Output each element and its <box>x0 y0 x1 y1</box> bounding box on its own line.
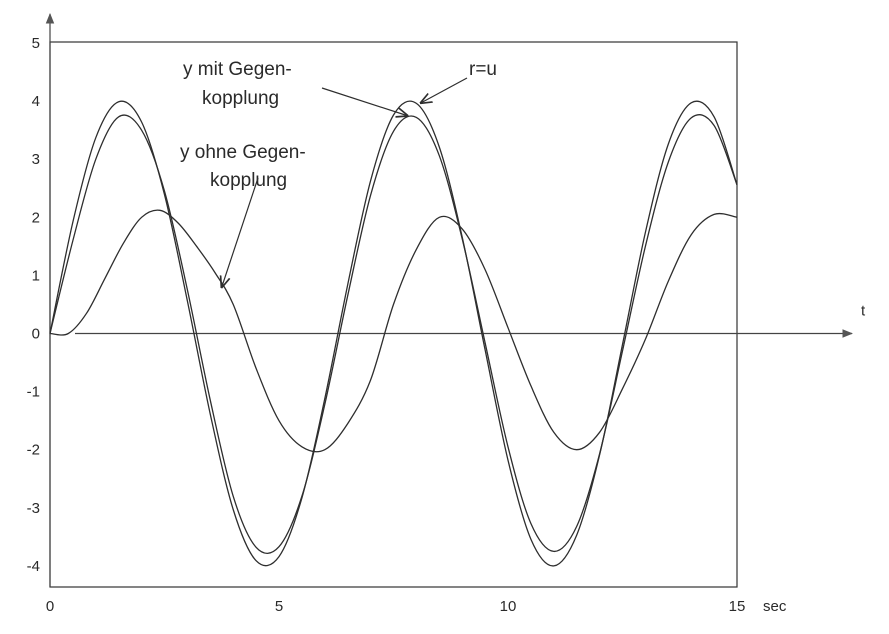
annotation-arrow <box>421 77 468 103</box>
y-tick-label: 2 <box>32 209 40 226</box>
axes-group <box>45 12 854 587</box>
y-tick-label: 1 <box>32 267 40 284</box>
annotation-y-ohne-gegenkopplung: y ohne Gegen-kopplung <box>180 142 306 287</box>
x-unit-label: sec <box>763 598 787 615</box>
y-tick-label: 3 <box>32 151 40 168</box>
series-group <box>49 100 738 567</box>
y-tick-label: 5 <box>32 35 40 52</box>
plot-frame <box>49 41 738 588</box>
annotation-arrow <box>321 87 407 116</box>
x-tick-label: 10 <box>500 598 517 615</box>
annotation-arrow <box>222 177 259 287</box>
y-tick-label: -3 <box>27 500 40 517</box>
y-tick-label: -4 <box>27 558 40 575</box>
series-line-y-mit-gegenkopplung <box>49 114 738 554</box>
annotation-y-mit-gegenkopplung: y mit Gegen-kopplung <box>183 59 407 116</box>
annotation-text: y mit Gegen- <box>183 59 292 80</box>
annotation-r-u: r=u <box>421 59 497 103</box>
series-line-y-ohne-gegenkopplung <box>49 209 738 453</box>
y-tick-label: 4 <box>32 93 40 110</box>
y-tick-label: -1 <box>27 384 40 401</box>
x-tick-label: 15 <box>729 598 746 615</box>
y-tick-label: -2 <box>27 442 40 459</box>
x-tick-label: 0 <box>46 598 54 615</box>
annotation-text: r=u <box>469 59 497 80</box>
y-tick-label: 0 <box>32 326 40 343</box>
annotation-text: y ohne Gegen- <box>180 142 306 163</box>
plot-frame-group <box>49 41 738 588</box>
annotation-text: kopplung <box>202 88 279 109</box>
annotation-text: kopplung <box>210 170 287 191</box>
x-tick-label: 5 <box>275 598 283 615</box>
series-line-r-u <box>49 100 738 567</box>
annotations-group: y mit Gegen-kopplung r=u y ohne Gegen-kopp… <box>180 59 497 287</box>
x-axis-label: t <box>861 303 866 320</box>
